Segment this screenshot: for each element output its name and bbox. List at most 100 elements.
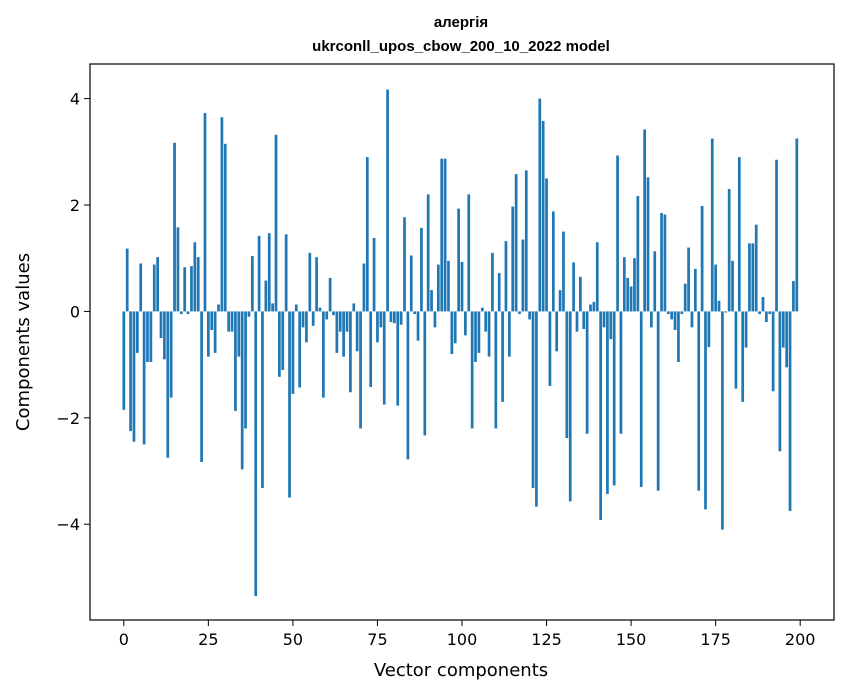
bar-161: [666, 311, 670, 315]
bar-81: [396, 311, 400, 406]
bar-141: [599, 311, 603, 520]
bar-134: [575, 311, 579, 332]
bar-46: [278, 311, 281, 377]
bar-35: [240, 311, 244, 470]
bar-63: [335, 311, 339, 353]
bar-71: [362, 263, 366, 312]
bar-77: [382, 311, 386, 405]
bar-152: [636, 195, 640, 312]
bar-140: [595, 242, 599, 312]
bar-172: [704, 311, 707, 510]
bar-53: [301, 311, 305, 328]
bar-89: [423, 311, 427, 436]
bar-107: [484, 311, 488, 332]
bar-76: [379, 311, 383, 328]
bar-163: [673, 311, 677, 331]
chart-title: алергія: [434, 14, 488, 31]
bar-110: [494, 311, 498, 429]
bar-17: [179, 311, 183, 315]
bar-19: [186, 311, 190, 315]
bar-27: [213, 311, 217, 353]
bar-118: [521, 239, 525, 312]
bar-178: [724, 311, 728, 313]
bar-119: [524, 170, 528, 312]
bar-114: [507, 311, 511, 357]
bar-194: [778, 311, 782, 452]
bar-47: [281, 311, 285, 370]
bar-9: [152, 264, 156, 312]
bar-130: [562, 231, 565, 312]
bar-199: [795, 138, 799, 312]
bar-83: [403, 217, 406, 312]
x-tick-label-200: 200: [785, 630, 816, 649]
bar-59: [321, 311, 325, 398]
bar-30: [223, 143, 227, 312]
bar-159: [660, 212, 663, 312]
bar-108: [487, 311, 491, 357]
x-tick-label-125: 125: [531, 630, 562, 649]
bar-22: [196, 257, 200, 312]
bar-187: [754, 224, 758, 312]
bar-101: [464, 311, 467, 336]
bar-160: [663, 214, 667, 312]
bar-180: [731, 260, 734, 312]
bar-156: [650, 311, 653, 328]
bar-136: [582, 311, 586, 329]
bar-20: [190, 266, 193, 312]
bar-26: [210, 311, 214, 331]
bar-7: [146, 311, 149, 362]
bar-48: [284, 234, 288, 312]
bar-120: [528, 311, 531, 320]
y-tick-label-2: 2: [70, 196, 80, 215]
bar-82: [399, 311, 403, 325]
bar-198: [792, 281, 795, 312]
bar-80: [393, 311, 396, 324]
bar-34: [237, 311, 241, 357]
bar-175: [714, 264, 717, 312]
bar-54: [305, 311, 308, 343]
bar-1: [125, 248, 129, 312]
bar-87: [416, 311, 420, 341]
bar-91: [430, 290, 433, 312]
bar-103: [470, 311, 474, 429]
bar-12: [163, 311, 166, 360]
bar-57: [315, 257, 318, 312]
y-tick-label-4: 4: [70, 90, 80, 109]
bar-70: [359, 311, 362, 429]
bar-135: [579, 276, 582, 312]
bar-142: [602, 311, 606, 328]
bar-24: [203, 112, 207, 312]
bar-21: [193, 242, 197, 312]
bar-113: [504, 241, 508, 312]
bar-116: [514, 174, 518, 312]
bar-69: [355, 311, 359, 352]
bar-78: [386, 89, 389, 312]
bar-86: [413, 311, 417, 315]
bar-88: [420, 227, 423, 312]
bar-170: [697, 311, 701, 491]
bar-124: [541, 120, 545, 312]
bar-32: [230, 311, 234, 332]
bar-168: [690, 311, 694, 328]
bar-66: [345, 311, 349, 332]
bar-186: [751, 243, 755, 312]
bar-174: [710, 138, 714, 312]
bar-93: [436, 264, 440, 312]
bar-52: [298, 311, 302, 388]
bar-36: [244, 311, 247, 429]
bar-99: [457, 208, 460, 312]
bar-16: [176, 227, 180, 312]
bar-28: [217, 304, 220, 312]
bar-65: [342, 311, 345, 357]
bar-92: [433, 311, 437, 328]
bar-38: [250, 256, 254, 312]
bar-72: [365, 157, 369, 312]
bar-127: [551, 211, 555, 312]
bar-184: [744, 311, 748, 348]
bar-51: [294, 304, 298, 312]
bar-195: [781, 311, 785, 348]
bar-129: [558, 290, 562, 312]
bar-138: [589, 304, 592, 312]
bar-190: [765, 311, 768, 323]
